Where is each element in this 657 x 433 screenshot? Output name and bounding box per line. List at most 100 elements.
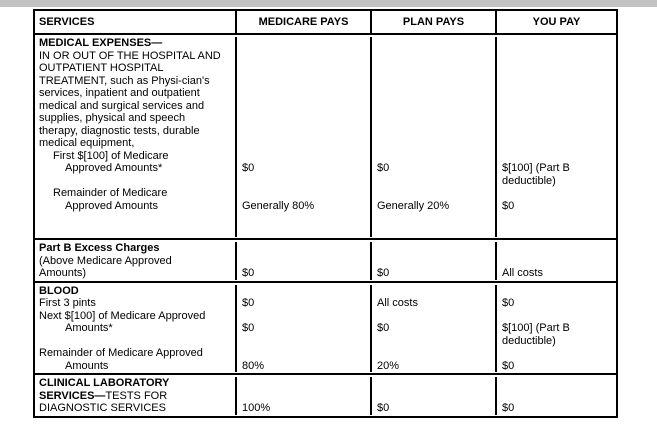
plan-pays-cell	[370, 124, 495, 137]
service-text: Part B Excess Charges	[39, 242, 160, 254]
plan-pays-cell: Generally 20%	[370, 199, 495, 212]
medicare-pays-cell	[235, 137, 370, 150]
plan-pays-cell	[370, 389, 495, 402]
plan-pays-cell	[370, 87, 495, 100]
plan-pays-cell: $0	[370, 267, 495, 280]
plan-pays-cell: $0	[370, 322, 495, 335]
service-text: BLOOD	[39, 284, 79, 297]
service-text: Approved Amounts*	[65, 162, 163, 174]
plan-pays-cell	[370, 174, 495, 187]
medigap-benefits-table: SERVICES MEDICARE PAYS PLAN PAYS YOU PAY…	[33, 9, 618, 418]
top-strip	[0, 0, 657, 7]
service-cell	[35, 225, 235, 238]
medicare-pays-cell	[235, 49, 370, 62]
medicare-pays-cell	[235, 212, 370, 225]
table-line: deductible)	[35, 334, 616, 347]
medicare-pays-cell	[235, 284, 370, 297]
plan-pays-cell	[370, 149, 495, 162]
plan-pays-cell	[370, 242, 495, 255]
plan-pays-cell	[370, 284, 495, 297]
you-pay-cell	[495, 124, 616, 137]
service-text: Amounts)	[39, 267, 87, 279]
service-text: services, inpatient and outpatient	[39, 87, 200, 99]
table-line: services, inpatient and outpatient	[35, 87, 616, 100]
plan-pays-cell	[370, 347, 495, 360]
table-line: BLOOD	[35, 284, 616, 297]
service-cell: SERVICES—TESTS FOR	[35, 390, 235, 403]
medicare-pays-cell	[235, 37, 370, 50]
service-text: First 3 pints	[39, 297, 96, 309]
table-line: Amounts 80% 20% $0	[35, 359, 616, 372]
service-cell: (Above Medicare Approved	[35, 255, 235, 268]
medicare-pays-cell: Generally 80%	[235, 199, 370, 212]
table-line: DIAGNOSTIC SERVICES 100% $0 $0	[35, 402, 616, 415]
plan-pays-cell	[370, 224, 495, 237]
table-body: MEDICAL EXPENSES— IN OR OUT OF THE HOSPIT…	[35, 35, 616, 416]
service-cell: medical and surgical services and	[35, 100, 235, 113]
service-cell: IN OR OUT OF THE HOSPITAL AND	[35, 50, 235, 63]
service-cell: CLINICAL LABORATORY	[35, 377, 235, 390]
medicare-pays-cell: $0	[235, 162, 370, 175]
table-line: Approved Amounts Generally 80% Generally 2…	[35, 199, 616, 212]
you-pay-cell	[495, 87, 616, 100]
table-line: First 3 pints $0 All costs $0	[35, 297, 616, 310]
you-pay-cell: deductible)	[495, 334, 616, 347]
table-line: IN OR OUT OF THE HOSPITAL AND	[35, 49, 616, 63]
service-text: MEDICAL EXPENSES—	[39, 37, 163, 49]
medicare-pays-cell	[235, 74, 370, 87]
table-line: Approved Amounts* $0 $0 $[100] (Part B	[35, 162, 616, 175]
service-cell: therapy, diagnostic tests, durable	[35, 125, 235, 138]
table-line: Remainder of Medicare	[35, 187, 616, 200]
plan-pays-cell	[370, 254, 495, 267]
service-text: DIAGNOSTIC SERVICES	[39, 402, 166, 414]
service-cell: medical equipment,	[35, 137, 235, 150]
plan-pays-cell	[370, 137, 495, 150]
service-text: TREATMENT, such as Physi-cian's	[39, 74, 210, 87]
service-cell: services, inpatient and outpatient	[35, 87, 235, 100]
service-text: Remainder of Medicare	[53, 187, 168, 199]
you-pay-cell	[495, 309, 616, 322]
service-cell: Approved Amounts*	[35, 162, 235, 175]
service-cell: Amounts*	[35, 322, 235, 335]
service-text: First $[100] of Medicare	[53, 149, 169, 162]
medicare-pays-cell	[235, 347, 370, 360]
medicare-pays-cell	[235, 62, 370, 75]
medicare-pays-cell: 100%	[235, 402, 370, 415]
table-section-medical-expenses: MEDICAL EXPENSES— IN OR OUT OF THE HOSPIT…	[35, 35, 616, 238]
you-pay-cell	[495, 37, 616, 50]
you-pay-cell	[495, 49, 616, 62]
you-pay-cell	[495, 377, 616, 390]
plan-pays-cell	[370, 187, 495, 200]
medicare-pays-cell	[235, 124, 370, 137]
you-pay-cell: deductible)	[495, 174, 616, 187]
you-pay-cell	[495, 99, 616, 112]
you-pay-cell	[495, 242, 616, 255]
table-line: deductible)	[35, 174, 616, 187]
header-cell-services: SERVICES	[39, 16, 95, 28]
medicare-pays-cell	[235, 99, 370, 112]
service-text: Amounts*	[65, 322, 113, 334]
service-cell: DIAGNOSTIC SERVICES	[35, 402, 235, 415]
you-pay-cell: $0	[495, 359, 616, 372]
header-cell-plan-pays: PLAN PAYS	[370, 11, 495, 33]
table-line: SERVICES—TESTS FOR	[35, 389, 616, 403]
table-line: OUTPATIENT HOSPITAL	[35, 62, 616, 75]
medicare-pays-cell	[235, 224, 370, 237]
service-text: therapy, diagnostic tests, durable	[39, 124, 200, 137]
service-cell: Next $[100] of Medicare Approved	[35, 310, 235, 323]
table-line: TREATMENT, such as Physi-cian's	[35, 74, 616, 88]
table-line: Remainder of Medicare Approved	[35, 347, 616, 360]
service-cell: TREATMENT, such as Physi-cian's	[35, 75, 235, 88]
medicare-pays-cell	[235, 334, 370, 347]
medicare-pays-cell	[235, 242, 370, 255]
table-section-blood: BLOOD First 3 pints $0 All costs $0 Next $[10…	[35, 280, 616, 374]
table-line: First $[100] of Medicare	[35, 149, 616, 163]
table-line: therapy, diagnostic tests, durable	[35, 124, 616, 138]
service-cell: First $[100] of Medicare	[35, 150, 235, 163]
medicare-pays-cell	[235, 112, 370, 125]
table-line: medical equipment,	[35, 137, 616, 150]
service-text: supplies, physical and speech	[39, 112, 186, 124]
service-cell: supplies, physical and speech	[35, 112, 235, 125]
table-line: Amounts* $0 $0 $[100] (Part B	[35, 322, 616, 335]
table-line: supplies, physical and speech	[35, 112, 616, 125]
